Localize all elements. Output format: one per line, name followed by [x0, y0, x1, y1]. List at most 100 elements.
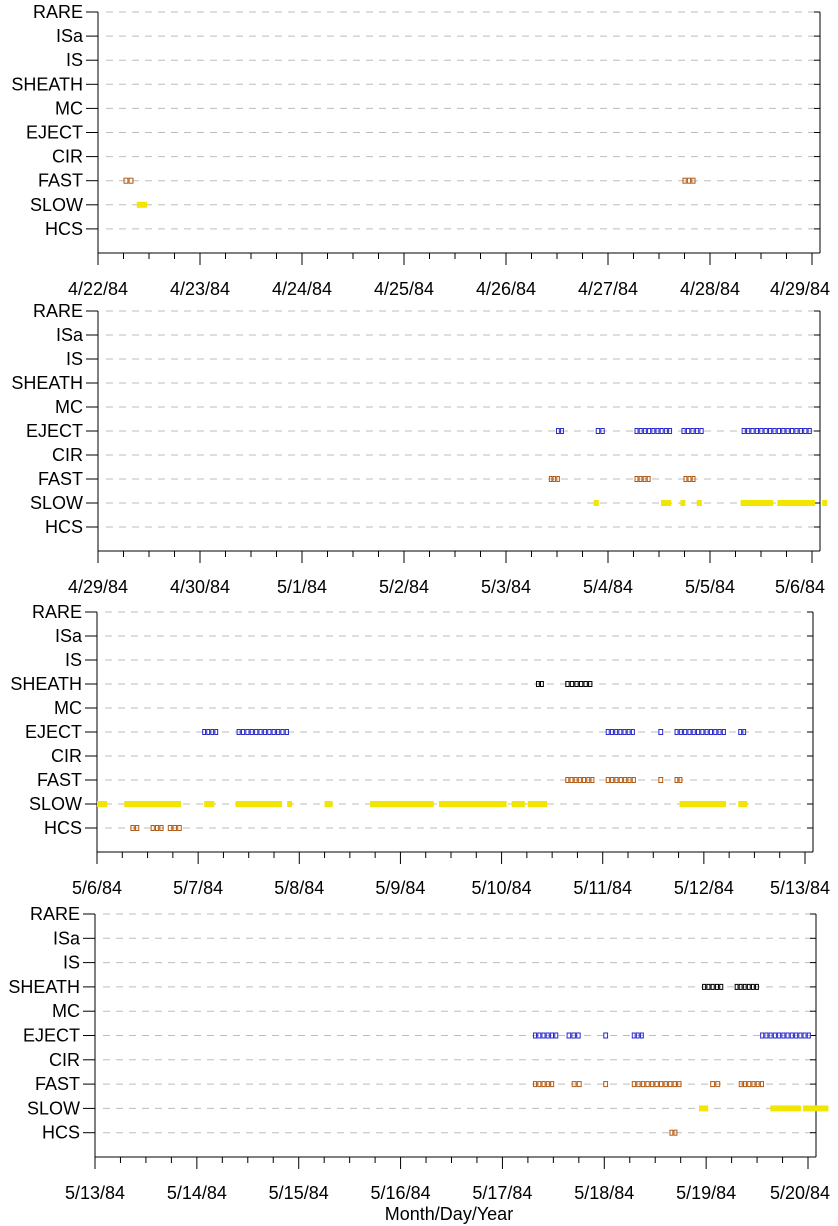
x-tick-label: 5/2/84: [379, 577, 429, 597]
x-tick-label: 5/11/84: [573, 878, 632, 898]
y-tick-label: FAST: [38, 469, 83, 489]
y-tick-label: SHEATH: [11, 74, 83, 94]
x-tick-label: 5/9/84: [375, 878, 425, 898]
mark-fast: [603, 1081, 609, 1088]
x-tick-label: 5/7/84: [173, 878, 223, 898]
y-tick-label: IS: [63, 953, 80, 973]
y-tick-label: MC: [52, 1001, 80, 1021]
x-tick-label: 5/19/84: [676, 1183, 736, 1203]
y-tick-label: RARE: [30, 904, 80, 924]
mark-fast: [532, 1081, 555, 1088]
mark-slow: [770, 1105, 801, 1112]
y-tick-label: SLOW: [27, 1098, 80, 1118]
mark-fast: [710, 1081, 721, 1088]
mark-eject: [760, 1032, 811, 1039]
y-tick-label: SHEATH: [11, 373, 83, 393]
mark-eject: [631, 1032, 644, 1039]
mark-eject: [555, 428, 564, 434]
mark-slow: [740, 500, 774, 506]
mark-hcs: [130, 825, 140, 831]
x-tick-label: 4/28/84: [680, 279, 740, 299]
x-tick-label: 4/22/84: [68, 279, 128, 299]
panel-4: RARE ISa IS SHEATH MC EJECT CIR FAST SLOW HCS 5/13…: [8, 904, 830, 1203]
y-tick-label: IS: [66, 50, 83, 70]
y-tick-label: HCS: [45, 219, 83, 239]
y-tick-label: FAST: [38, 171, 83, 191]
y-tick-label: ISa: [56, 26, 84, 46]
mark-slow: [287, 801, 293, 807]
mark-fast: [658, 777, 664, 783]
y-tick-label: EJECT: [23, 1026, 80, 1046]
y-tick-label: SLOW: [29, 794, 82, 814]
mark-slow: [802, 1105, 829, 1112]
mark-hcs: [167, 825, 182, 831]
x-axis-title: Month/Day/Year: [385, 1204, 513, 1224]
y-tick-label: MC: [54, 698, 82, 718]
mark-eject: [236, 729, 289, 735]
x-tick-label: 5/5/84: [685, 577, 735, 597]
mark-sheath: [734, 983, 759, 990]
y-tick-label: RARE: [33, 2, 83, 22]
y-tick-label: RARE: [33, 301, 83, 321]
mark-sheath: [535, 681, 544, 687]
y-tick-label: EJECT: [25, 722, 82, 742]
y-tick-label: SHEATH: [10, 674, 82, 694]
mark-fast: [683, 476, 696, 482]
mark-eject: [738, 729, 747, 735]
x-tick-label: 5/8/84: [274, 878, 324, 898]
mark-slow: [696, 500, 702, 506]
mark-eject: [634, 428, 673, 434]
mark-fast: [738, 1081, 765, 1088]
mark-slow: [136, 201, 147, 208]
x-tick-label: 5/14/84: [167, 1183, 227, 1203]
mark-slow: [699, 1105, 709, 1112]
mark-slow: [511, 801, 525, 807]
mark-fast: [682, 177, 696, 184]
mark-slow: [527, 801, 548, 807]
x-tick-label: 5/20/84: [770, 1183, 830, 1203]
mark-slow: [680, 500, 686, 506]
mark-eject: [532, 1032, 559, 1039]
x-tick-label: 5/16/84: [371, 1183, 431, 1203]
mark-slow: [235, 801, 283, 807]
mark-fast: [605, 777, 636, 783]
mark-slow: [679, 801, 727, 807]
mark-slow: [370, 801, 434, 807]
mark-slow: [777, 500, 816, 506]
mark-slow: [124, 801, 181, 807]
x-tick-label: 5/3/84: [481, 577, 531, 597]
mark-slow: [324, 801, 333, 807]
mark-fast: [631, 1081, 682, 1088]
mark-slow: [97, 801, 108, 807]
mark-eject: [681, 428, 704, 434]
mark-hcs: [150, 825, 164, 831]
y-tick-label: SLOW: [30, 493, 83, 513]
x-tick-label: 4/24/84: [272, 279, 332, 299]
mark-eject: [595, 428, 605, 434]
y-tick-label: CIR: [52, 147, 83, 167]
x-tick-label: 5/13/84: [65, 1183, 125, 1203]
y-tick-label: EJECT: [26, 123, 83, 143]
y-tick-label: FAST: [37, 770, 82, 790]
panel-2: RARE ISa IS SHEATH MC EJECT CIR FAST SLOW HCS 4/29…: [11, 301, 828, 597]
y-tick-label: SHEATH: [8, 977, 80, 997]
mark-slow: [822, 500, 828, 506]
mark-eject: [674, 729, 726, 735]
y-tick-label: CIR: [49, 1050, 80, 1070]
chart-panels: RARE ISa IS SHEATH MC EJECT CIR FAST SLOW HCS 4/22…: [8, 2, 830, 1203]
mark-fast: [634, 476, 651, 482]
x-tick-label: 5/10/84: [472, 878, 532, 898]
x-tick-label: 4/27/84: [578, 279, 638, 299]
y-tick-label: CIR: [52, 445, 83, 465]
x-tick-label: 4/26/84: [476, 279, 536, 299]
y-tick-label: FAST: [35, 1074, 80, 1094]
mark-sheath: [702, 983, 724, 990]
mark-eject: [741, 428, 812, 434]
x-tick-label: 4/25/84: [374, 279, 434, 299]
mark-eject: [658, 729, 664, 735]
x-tick-label: 4/29/84: [68, 577, 128, 597]
mark-slow: [593, 500, 599, 506]
y-tick-label: CIR: [51, 746, 82, 766]
x-tick-label: 5/13/84: [770, 878, 830, 898]
